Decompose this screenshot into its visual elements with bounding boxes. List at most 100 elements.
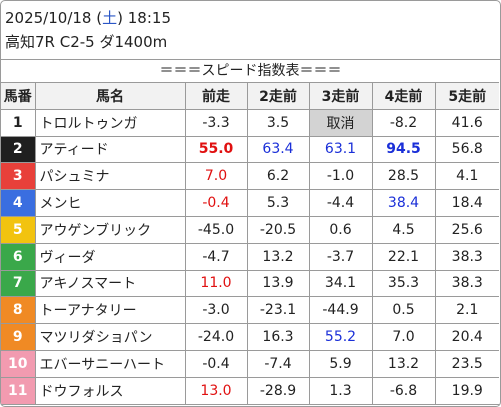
- horse-name: アウゲンブリック: [34, 215, 186, 244]
- race-day-of-week: (土): [96, 9, 123, 27]
- 4-races-ago-index: 22.1: [371, 242, 436, 271]
- 5-races-ago-index: 18.4: [434, 189, 499, 217]
- col-header-4-races-ago: 4走前: [371, 82, 436, 110]
- 5-races-ago-index: 2.1: [434, 296, 499, 325]
- table-row: 6 ヴィーダ -4.7 13.2 -3.7 22.1 38.3: [1, 242, 499, 271]
- table-row: 7 アキノスマート 11.0 13.9 34.1 35.3 38.3: [1, 269, 499, 298]
- 4-races-ago-index: 13.2: [371, 349, 436, 378]
- 2-races-ago-index: -23.1: [246, 296, 310, 325]
- horse-number: 10: [1, 349, 36, 378]
- 4-races-ago-index: 7.0: [371, 323, 436, 351]
- col-header-3-races-ago: 3走前: [308, 82, 373, 110]
- 3-races-ago-index: 34.1: [308, 269, 373, 298]
- horse-name: エバーサニーハート: [34, 349, 186, 378]
- horse-name: アティード: [34, 135, 186, 164]
- horse-name: ドウフォルス: [34, 376, 186, 405]
- 5-races-ago-index: 38.3: [434, 269, 499, 298]
- 4-races-ago-index: 28.5: [371, 162, 436, 191]
- last-race-index: 13.0: [184, 376, 248, 405]
- 5-races-ago-index: 41.6: [434, 108, 499, 137]
- last-race-index: -4.7: [184, 242, 248, 271]
- table-row: 5 アウゲンブリック -45.0 -20.5 0.6 4.5 25.6: [1, 215, 499, 244]
- col-header-horse-name: 馬名: [34, 82, 186, 110]
- table-row: 1 トロルトゥンガ -3.3 3.5 取消 -8.2 41.6: [1, 108, 499, 137]
- 4-races-ago-index: 4.5: [371, 215, 436, 244]
- last-race-index: 7.0: [184, 162, 248, 191]
- 3-races-ago-index: 55.2: [308, 323, 373, 351]
- 5-races-ago-index: 23.5: [434, 349, 499, 378]
- last-race-index: -3.3: [184, 108, 248, 137]
- horse-number: 3: [1, 162, 36, 191]
- 5-races-ago-index: 38.3: [434, 242, 499, 271]
- race-info: 高知7R C2-5 ダ1400m: [5, 33, 168, 51]
- 3-races-ago-index: 63.1: [308, 135, 373, 164]
- 2-races-ago-index: 13.9: [246, 269, 310, 298]
- horse-name: マツリダショパン: [34, 323, 186, 351]
- 5-races-ago-index: 19.9: [434, 376, 499, 405]
- 5-races-ago-index: 56.8: [434, 135, 499, 164]
- col-header-5-races-ago: 5走前: [434, 82, 499, 110]
- table-header-row: 馬番 馬名 前走 2走前 3走前 4走前 5走前: [1, 82, 499, 110]
- horse-number: 7: [1, 269, 36, 298]
- 2-races-ago-index: 16.3: [246, 323, 310, 351]
- 4-races-ago-index: -6.8: [371, 376, 436, 405]
- last-race-index: -3.0: [184, 296, 248, 325]
- 3-races-ago-index: 取消: [308, 108, 373, 137]
- 2-races-ago-index: 5.3: [246, 189, 310, 217]
- 3-races-ago-index: -4.4: [308, 189, 373, 217]
- race-datetime: 2025/10/18 (土) 18:15: [5, 7, 171, 28]
- horse-name: アキノスマート: [34, 269, 186, 298]
- 4-races-ago-index: 38.4: [371, 189, 436, 217]
- speed-index-title: ＝＝＝スピード指数表＝＝＝: [1, 59, 500, 82]
- col-header-number: 馬番: [1, 82, 36, 110]
- 5-races-ago-index: 25.6: [434, 215, 499, 244]
- col-header-last-race: 前走: [184, 82, 248, 110]
- 3-races-ago-index: -44.9: [308, 296, 373, 325]
- 2-races-ago-index: 63.4: [246, 135, 310, 164]
- 2-races-ago-index: -28.9: [246, 376, 310, 405]
- race-date: 2025/10/18: [5, 9, 92, 27]
- 3-races-ago-index: -1.0: [308, 162, 373, 191]
- horse-number: 5: [1, 215, 36, 244]
- 5-races-ago-index: 4.1: [434, 162, 499, 191]
- 3-races-ago-index: 5.9: [308, 349, 373, 378]
- horse-number: 1: [1, 108, 36, 137]
- 2-races-ago-index: 6.2: [246, 162, 310, 191]
- horse-name: トロルトゥンガ: [34, 108, 186, 137]
- 2-races-ago-index: -20.5: [246, 215, 310, 244]
- horse-number: 2: [1, 135, 36, 164]
- 3-races-ago-index: 0.6: [308, 215, 373, 244]
- horse-number: 8: [1, 296, 36, 325]
- last-race-index: 55.0: [184, 135, 248, 164]
- last-race-index: -45.0: [184, 215, 248, 244]
- 4-races-ago-index: 35.3: [371, 269, 436, 298]
- 2-races-ago-index: 3.5: [246, 108, 310, 137]
- 3-races-ago-index: -3.7: [308, 242, 373, 271]
- table-row: 2 アティード 55.0 63.4 63.1 94.5 56.8: [1, 135, 499, 164]
- col-header-2-races-ago: 2走前: [246, 82, 310, 110]
- horse-name: パシュミナ: [34, 162, 186, 191]
- table-row: 3 パシュミナ 7.0 6.2 -1.0 28.5 4.1: [1, 162, 499, 191]
- horse-name: ヴィーダ: [34, 242, 186, 271]
- speed-index-table: 馬番 馬名 前走 2走前 3走前 4走前 5走前 1 トロルトゥンガ -3.3 3.5…: [1, 82, 499, 405]
- horse-number: 11: [1, 376, 36, 405]
- horse-name: メンヒ: [34, 189, 186, 217]
- horse-name: トーアナタリー: [34, 296, 186, 325]
- race-time: 18:15: [127, 9, 171, 27]
- last-race-index: 11.0: [184, 269, 248, 298]
- 2-races-ago-index: -7.4: [246, 349, 310, 378]
- 2-races-ago-index: 13.2: [246, 242, 310, 271]
- 4-races-ago-index: 94.5: [371, 135, 436, 164]
- last-race-index: -0.4: [184, 189, 248, 217]
- horse-number: 6: [1, 242, 36, 271]
- 4-races-ago-index: -8.2: [371, 108, 436, 137]
- 5-races-ago-index: 20.4: [434, 323, 499, 351]
- last-race-index: -0.4: [184, 349, 248, 378]
- 4-races-ago-index: 0.5: [371, 296, 436, 325]
- 3-races-ago-index: 1.3: [308, 376, 373, 405]
- last-race-index: -24.0: [184, 323, 248, 351]
- horse-number: 9: [1, 323, 36, 351]
- table-row: 11 ドウフォルス 13.0 -28.9 1.3 -6.8 19.9: [1, 376, 499, 405]
- table-row: 9 マツリダショパン -24.0 16.3 55.2 7.0 20.4: [1, 323, 499, 351]
